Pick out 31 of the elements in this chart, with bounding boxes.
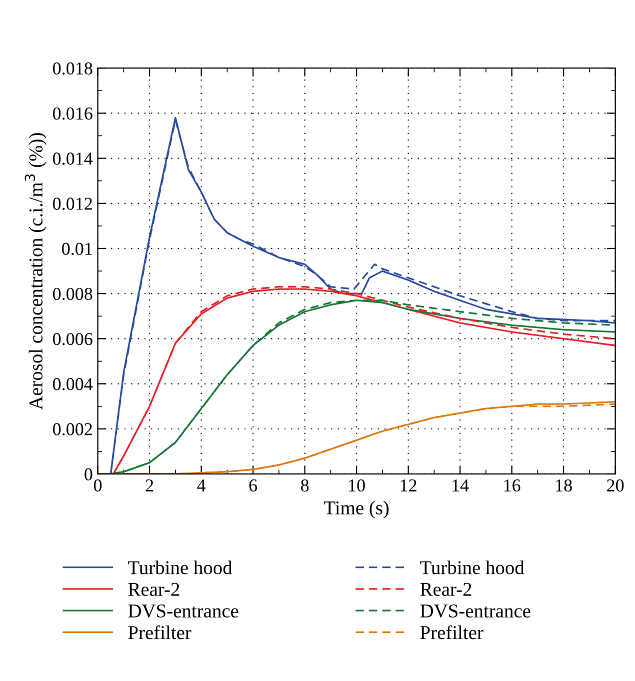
y-tick-label: 0.016 — [52, 107, 92, 120]
x-tick-label: 8 — [300, 479, 309, 492]
x-tick-label: 6 — [249, 479, 258, 492]
y-axis-title: Aerosol concentration (c.i./m$^{3}$ (%)) — [24, 133, 46, 410]
x-tick-label: 16 — [504, 479, 520, 492]
legend-label: DVS-entrance — [420, 604, 530, 618]
x-tick-label: 18 — [556, 479, 572, 492]
y-tick-label: 0.014 — [52, 152, 93, 165]
x-tick-label: 0 — [94, 479, 102, 492]
y-tick-label: 0.01 — [62, 242, 92, 256]
x-tick-label: 14 — [452, 479, 469, 492]
legend-label: Rear-2 — [420, 582, 472, 596]
y-tick-label: 0.006 — [52, 332, 92, 346]
y-tick-label: 0.018 — [52, 62, 92, 75]
y-tick-label: 0 — [84, 468, 92, 480]
y-tick-label: 0.002 — [52, 423, 92, 436]
legend-label: Turbine hood — [420, 560, 524, 574]
legend-label: Rear-2 — [128, 582, 180, 596]
x-axis-title: Time (s) — [324, 500, 389, 518]
y-tick-label: 0.012 — [52, 198, 92, 210]
legend-label: DVS-entrance — [128, 604, 238, 618]
legend-label: Turbine hood — [128, 560, 232, 574]
x-tick-label: 20 — [607, 479, 624, 492]
x-tick-label: 2 — [146, 479, 154, 492]
x-tick-label: 10 — [349, 479, 365, 492]
x-tick-label: 4 — [197, 479, 206, 492]
y-tick-label: 0.004 — [52, 378, 93, 390]
y-tick-label: 0.008 — [52, 288, 92, 300]
legend-label: Prefilter — [128, 625, 192, 640]
legend-label: Prefilter — [420, 625, 484, 640]
x-tick-label: 12 — [400, 479, 416, 492]
